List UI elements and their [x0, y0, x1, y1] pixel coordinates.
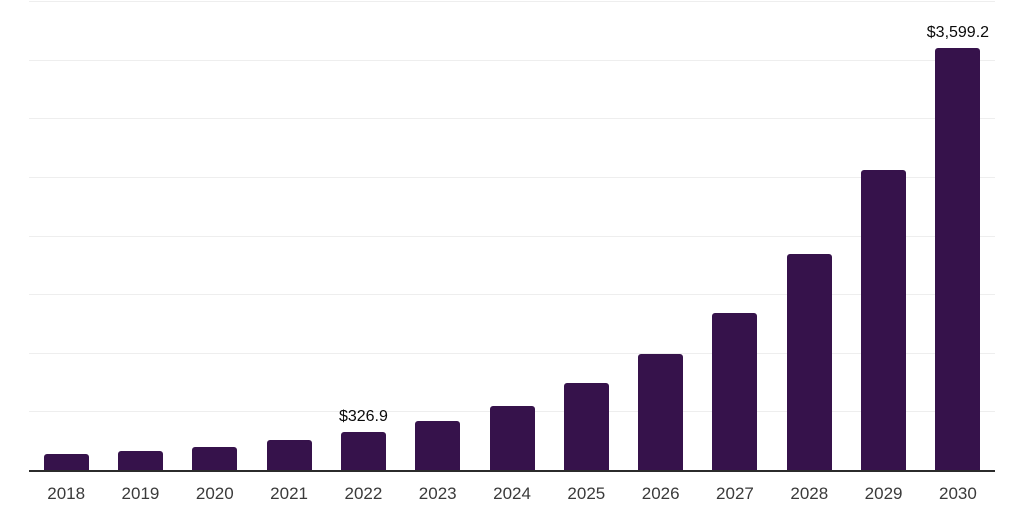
gridline: [29, 118, 995, 120]
x-axis-label: 2022: [344, 484, 383, 503]
bar-column: [846, 1, 920, 470]
x-axis-label: 2026: [641, 484, 680, 503]
bar: [712, 312, 758, 470]
x-axis-label: 2029: [864, 484, 903, 503]
gridline: [29, 352, 995, 354]
gridline: [29, 294, 995, 296]
x-axis-label: 2028: [790, 484, 829, 503]
bar: [266, 440, 312, 470]
bar-column: $3,599.2: [921, 1, 995, 470]
bar: [563, 383, 609, 470]
x-axis-label: 2025: [567, 484, 606, 503]
bar-column: $326.9: [326, 1, 400, 470]
gridline: [29, 176, 995, 178]
x-axis-label: 2018: [47, 484, 86, 503]
bar-column: [178, 1, 252, 470]
bar: [43, 454, 89, 470]
bar-column: [252, 1, 326, 470]
bar-column: [475, 1, 549, 470]
x-axis-label: 2023: [418, 484, 457, 503]
x-axis-label: 2019: [121, 484, 160, 503]
bar-column: [29, 1, 103, 470]
bar-column: [103, 1, 177, 470]
gridline: [29, 1, 995, 2]
bar: [415, 420, 461, 470]
bar-value-label: $326.9: [338, 408, 388, 426]
x-axis-label: 2030: [938, 484, 977, 503]
bar: [489, 405, 535, 470]
bar: [340, 431, 386, 470]
gridline: [29, 59, 995, 61]
bar: [192, 447, 238, 470]
bar-column: [401, 1, 475, 470]
x-axis-label: 2020: [195, 484, 234, 503]
bar-column: [549, 1, 623, 470]
x-axis-line: [29, 470, 995, 472]
gridline: [29, 235, 995, 237]
plot-area: $326.9 $3,599.2: [29, 1, 995, 470]
x-axis-label: 2024: [493, 484, 531, 503]
bars-container: $326.9 $3,599.2: [29, 1, 995, 470]
bar: [638, 353, 684, 470]
bar: [861, 170, 907, 470]
bar: [786, 253, 832, 470]
x-axis-labels: 2018 2019 2020 2021 2022 2023 2024 2025 …: [29, 480, 995, 504]
bar-column: [698, 1, 772, 470]
bar: [935, 48, 981, 470]
x-axis-label: 2021: [270, 484, 308, 503]
x-axis-label: 2027: [716, 484, 754, 503]
bar-column: [772, 1, 846, 470]
bar-column: [624, 1, 698, 470]
bar: [117, 451, 163, 470]
bar-value-label: $3,599.2: [926, 24, 990, 42]
